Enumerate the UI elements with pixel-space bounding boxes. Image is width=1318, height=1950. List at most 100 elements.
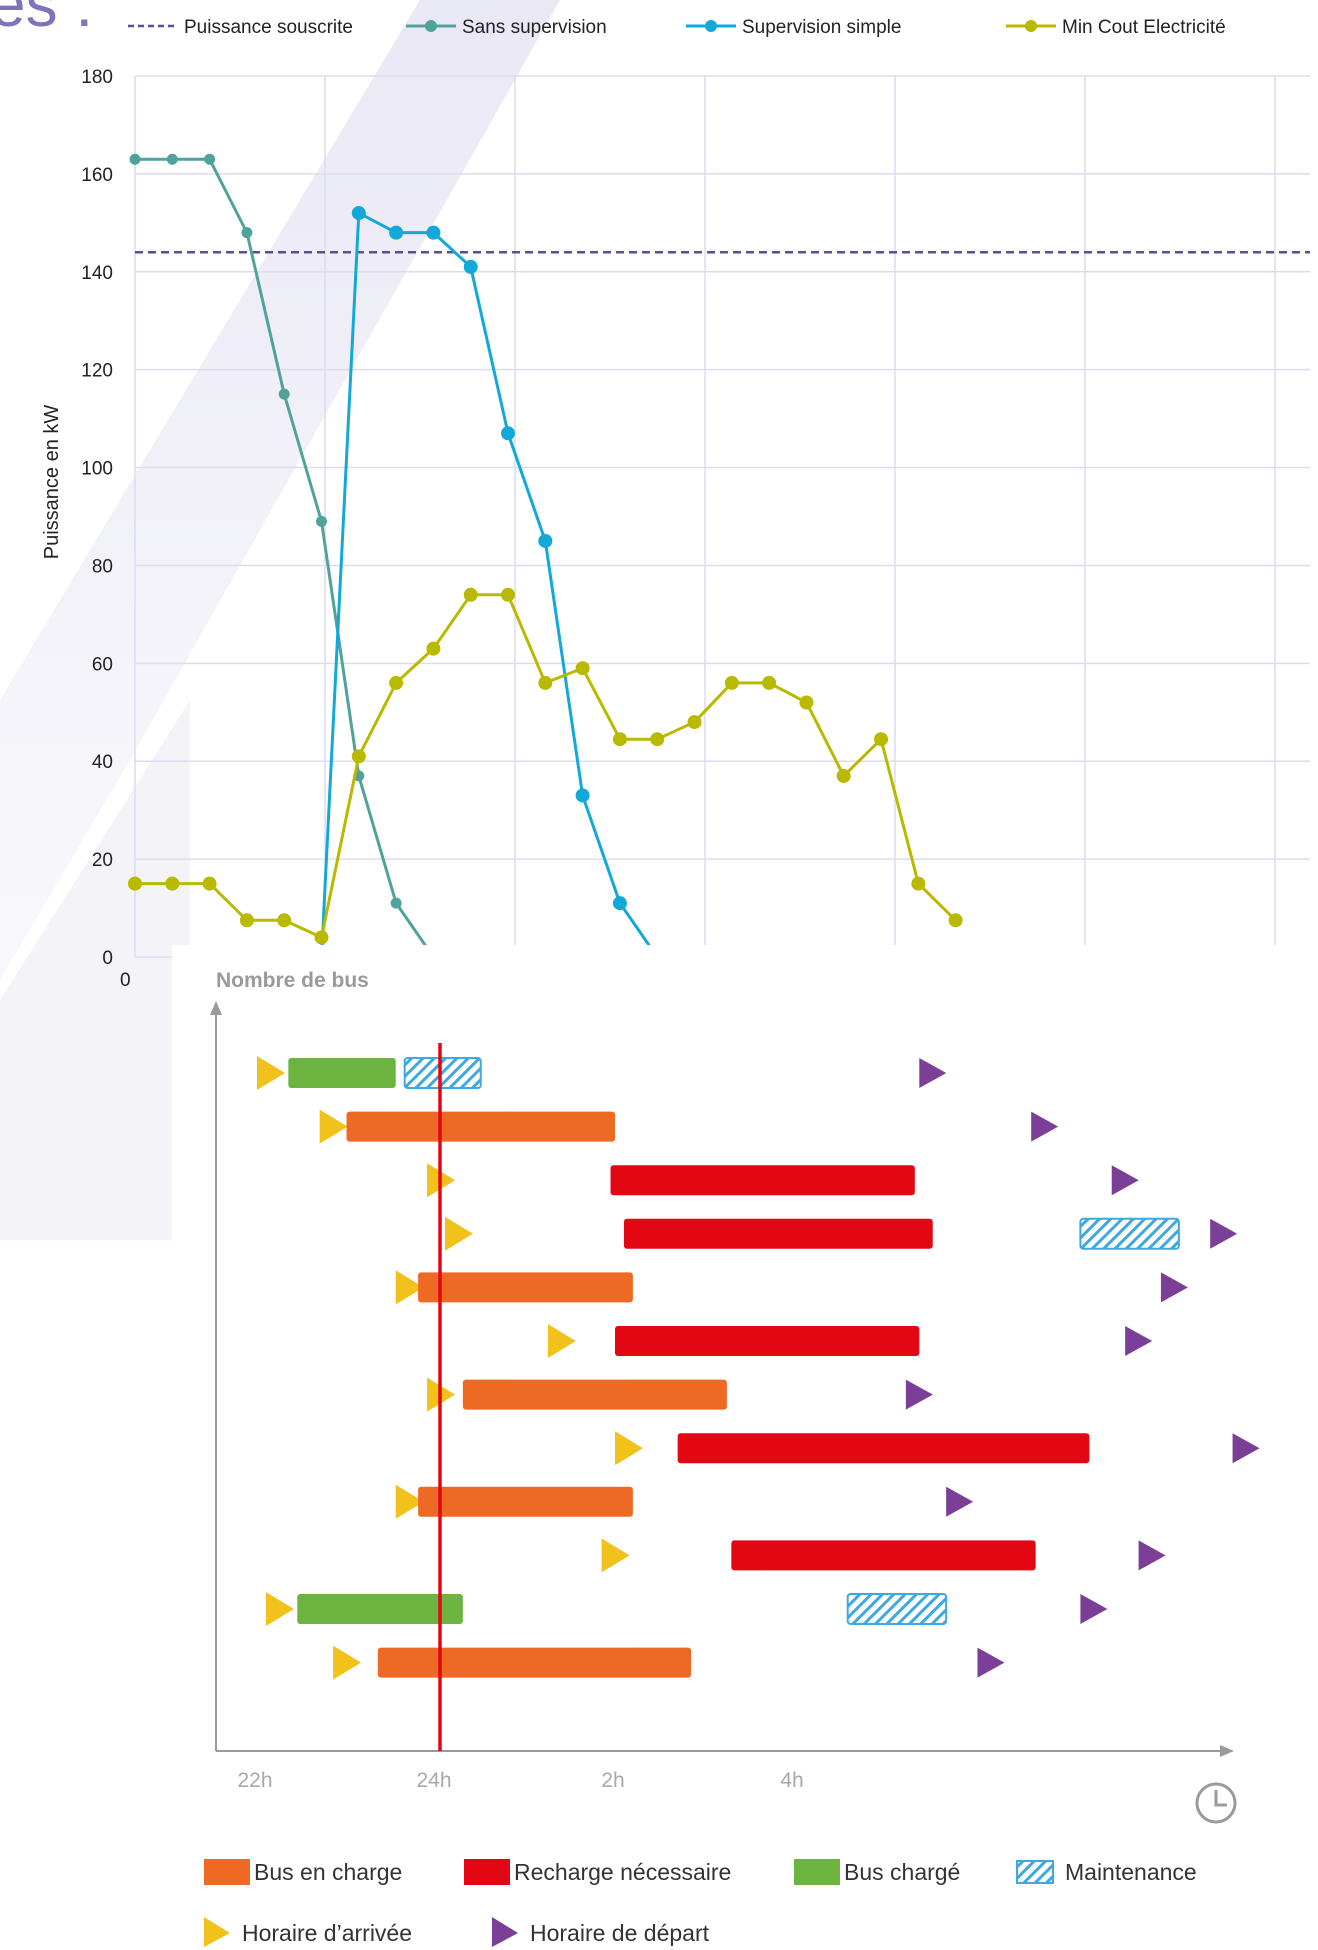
data-point xyxy=(911,876,926,891)
legend-item-charging: Bus en charge xyxy=(204,1859,402,1885)
maintenance-bar xyxy=(1079,1217,1180,1250)
legend-label: Horaire d’arrivée xyxy=(242,1920,412,1946)
gantt-x-ticks: 22h 24h 2h 4h xyxy=(237,1769,803,1792)
recharge-bar xyxy=(610,1165,915,1196)
legend-item-departure: Horaire de départ xyxy=(492,1917,710,1947)
data-point xyxy=(278,388,290,400)
data-point xyxy=(128,876,142,891)
y-axis-label: Puissance en kW xyxy=(41,405,63,560)
data-point xyxy=(948,913,963,928)
charged-bar xyxy=(297,1594,463,1624)
bus-row xyxy=(333,1645,1005,1680)
bus-row xyxy=(601,1538,1166,1573)
data-point xyxy=(202,876,217,891)
arrival-marker xyxy=(444,1216,473,1251)
data-point xyxy=(762,675,777,690)
departure-marker xyxy=(1232,1433,1260,1464)
x-axis-arrow xyxy=(1220,1745,1234,1757)
data-point xyxy=(165,876,180,891)
charging-bar xyxy=(346,1111,615,1142)
departure-marker xyxy=(1210,1218,1238,1249)
departure-marker xyxy=(1080,1594,1108,1624)
departure-marker xyxy=(977,1647,1005,1678)
bus-row xyxy=(319,1109,1059,1144)
x-tick-label: 2h xyxy=(601,1769,624,1792)
data-point xyxy=(239,913,254,928)
arrival-marker xyxy=(319,1109,348,1144)
clock-hands xyxy=(1214,1790,1227,1807)
charging-bar xyxy=(377,1647,692,1678)
bus-row xyxy=(257,1056,947,1090)
legend-item: Puissance souscrite xyxy=(128,17,353,38)
legend-swatch xyxy=(492,1917,518,1947)
legend-label: Bus en charge xyxy=(254,1859,402,1885)
arrival-marker xyxy=(615,1431,643,1466)
legend-label: Min Cout Electricité xyxy=(1062,17,1226,38)
charging-bar xyxy=(418,1272,633,1303)
background-stripe xyxy=(0,0,560,980)
data-point xyxy=(204,153,216,165)
data-point xyxy=(463,587,478,602)
data-point xyxy=(129,153,141,165)
legend-item-arrival: Horaire d’arrivée xyxy=(204,1917,412,1947)
gantt-rows xyxy=(257,1056,1260,1680)
series-layer xyxy=(128,153,1318,964)
legend-label: Supervision simple xyxy=(742,17,901,38)
data-point xyxy=(316,515,328,527)
data-point xyxy=(687,715,702,730)
data-point xyxy=(314,930,329,945)
background-stripe xyxy=(320,0,1140,960)
departure-marker xyxy=(1111,1165,1139,1196)
data-point xyxy=(650,732,665,747)
x-tick-label: 24h xyxy=(416,1769,451,1792)
bus-schedule-svg: Nombre de bus 22h 24h 2h 4h Bus en charge Re… xyxy=(204,969,1260,1947)
series-line xyxy=(135,593,957,939)
background-stripe xyxy=(0,700,190,1240)
legend-swatch xyxy=(1016,1860,1054,1884)
chart-grid xyxy=(134,75,1310,958)
charging-bar xyxy=(462,1379,727,1410)
x-tick-label: 0 xyxy=(120,970,131,991)
departure-marker xyxy=(1138,1540,1166,1571)
series-2 xyxy=(128,587,1318,964)
charging-bar xyxy=(418,1486,633,1517)
x-tick-label: 22h xyxy=(237,1769,272,1792)
legend-swatch xyxy=(794,1859,840,1885)
legend-label: Horaire de départ xyxy=(530,1920,710,1946)
departure-marker xyxy=(1125,1326,1153,1356)
y-tick-label: 180 xyxy=(81,67,113,88)
charged-bar xyxy=(288,1058,396,1088)
legend-label: Maintenance xyxy=(1065,1859,1197,1885)
departure-marker xyxy=(1160,1272,1188,1303)
legend-item-recharge: Recharge nécessaire xyxy=(464,1859,731,1885)
data-point xyxy=(836,768,851,783)
data-point xyxy=(538,675,553,690)
bus-row xyxy=(615,1431,1260,1466)
legend-label: Sans supervision xyxy=(462,17,607,38)
y-axis-arrow xyxy=(210,1001,222,1015)
arrival-marker xyxy=(257,1056,285,1090)
y-axis: 0 20 40 60 80 100 120 140 160 180 xyxy=(81,67,113,969)
bus-row xyxy=(395,1270,1188,1305)
data-point xyxy=(351,206,366,221)
data-point xyxy=(390,897,402,909)
legend-label: Recharge nécessaire xyxy=(514,1859,731,1885)
legend-marker xyxy=(1025,20,1037,32)
data-point xyxy=(426,225,441,240)
y-tick-label: 20 xyxy=(92,850,113,871)
gantt-title: Nombre de bus xyxy=(216,969,369,992)
bus-row xyxy=(427,1163,1139,1198)
data-point xyxy=(389,225,404,240)
legend-label: Puissance souscrite xyxy=(184,17,353,38)
legend-item: Supervision simple xyxy=(686,17,901,38)
legend-swatch xyxy=(204,1917,230,1947)
legend-item: Sans supervision xyxy=(406,17,607,38)
bus-row xyxy=(547,1324,1153,1358)
data-point xyxy=(724,675,739,690)
arrival-marker xyxy=(265,1592,294,1626)
recharge-bar xyxy=(623,1218,933,1249)
bus-schedule-chart: Nombre de bus 22h 24h 2h 4h Bus en charge Re… xyxy=(172,945,1318,1950)
title-fragment: es : xyxy=(0,0,94,40)
